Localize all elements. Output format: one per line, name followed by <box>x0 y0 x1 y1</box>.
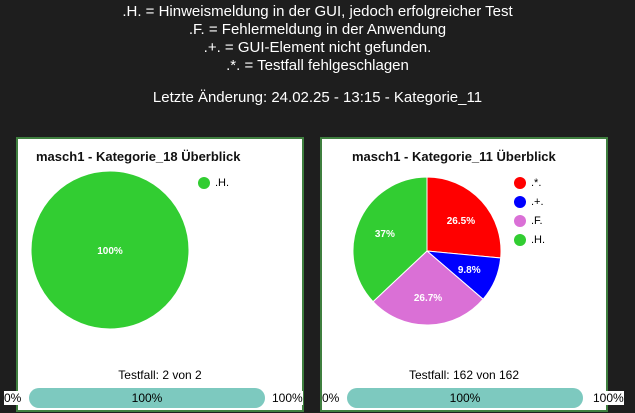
pie-slice <box>372 250 484 326</box>
panel-kategorie-18: masch1 - Kategorie_18 Überblick 100% .H.… <box>16 137 304 412</box>
legend-line-star: .*. = Testfall fehlgeschlagen <box>226 57 409 74</box>
pie-slice-label: 37% <box>375 229 395 240</box>
legend-item-star: .*. <box>514 173 545 192</box>
testfall-count: Testfall: 2 von 2 <box>118 368 202 382</box>
legend-item-h: .H. <box>198 173 229 192</box>
pie-slice <box>352 176 428 303</box>
legend-item-plus: .+. <box>514 192 545 211</box>
legend-item-h: .H. <box>514 230 545 249</box>
chart-legend: .*. .+. .F. .H. <box>514 173 545 249</box>
chart-legend: .H. <box>198 173 229 192</box>
legend-item-f: .F. <box>514 211 545 230</box>
legend-label: .H. <box>531 233 546 246</box>
panel-title: masch1 - Kategorie_11 Überblick <box>352 149 556 164</box>
legend-line-f: .F. = Fehlermeldung in der Anwendung <box>188 21 447 38</box>
legend-label: .F. <box>531 214 543 227</box>
progress-bar: 100% <box>29 388 265 408</box>
progress-bar: 100% <box>347 388 583 408</box>
pie-chart: 26.5% 9.8% 26.7% 37% <box>352 176 502 326</box>
legend-line-h: .H. = Hinweismeldung in der GUI, jedoch … <box>122 3 513 20</box>
legend-label: .H. <box>215 176 230 189</box>
pie-slice <box>426 176 502 259</box>
last-updated: Letzte Änderung: 24.02.25 - 13:15 - Kate… <box>152 89 483 106</box>
legend-swatch <box>514 214 526 227</box>
pie-slice-label: 26.7% <box>414 293 442 304</box>
pie-slice-label: 26.5% <box>447 216 475 227</box>
pie-chart: 100% <box>30 170 190 330</box>
progress-min-label: 0% <box>4 391 22 405</box>
progress-label: 100% <box>131 391 163 405</box>
legend-label: .+. <box>531 195 544 208</box>
pie-slice-label: 100% <box>97 246 123 257</box>
testfall-count: Testfall: 162 von 162 <box>408 368 520 382</box>
legend-swatch <box>514 195 526 208</box>
legend-line-plus: .+. = GUI-Element nicht gefunden. <box>203 39 432 56</box>
pie-slice <box>30 170 190 330</box>
legend-swatch <box>514 233 526 246</box>
panel-kategorie-11: masch1 - Kategorie_11 Überblick 26.5% 9.8… <box>320 137 608 412</box>
progress-max-label: 100% <box>593 391 624 405</box>
pie-slice-label: 9.8% <box>458 265 481 276</box>
progress-fill <box>347 388 583 408</box>
panel-title: masch1 - Kategorie_18 Überblick <box>36 149 241 164</box>
progress-label: 100% <box>449 391 481 405</box>
legend-label: .*. <box>531 176 542 189</box>
legend-swatch <box>514 176 526 189</box>
progress-min-label: 0% <box>322 391 340 405</box>
legend-swatch <box>198 176 210 189</box>
progress-max-label: 100% <box>272 391 303 405</box>
progress-fill <box>29 388 265 408</box>
